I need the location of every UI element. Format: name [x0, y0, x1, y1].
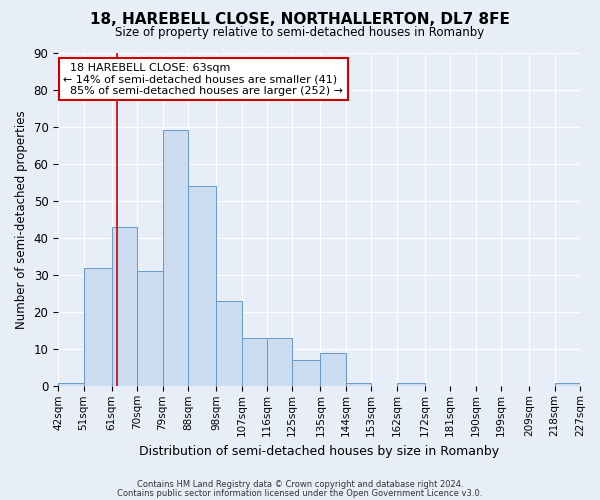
- Bar: [58, 382, 83, 386]
- Bar: [163, 130, 188, 386]
- Bar: [83, 268, 112, 386]
- Text: 18 HAREBELL CLOSE: 63sqm
← 14% of semi-detached houses are smaller (41)
  85% of: 18 HAREBELL CLOSE: 63sqm ← 14% of semi-d…: [64, 62, 343, 96]
- Bar: [397, 382, 425, 386]
- Bar: [112, 227, 137, 386]
- Bar: [242, 338, 267, 386]
- Y-axis label: Number of semi-detached properties: Number of semi-detached properties: [15, 110, 28, 329]
- Bar: [320, 353, 346, 386]
- Bar: [267, 338, 292, 386]
- Bar: [137, 272, 163, 386]
- Bar: [188, 186, 216, 386]
- Text: 18, HAREBELL CLOSE, NORTHALLERTON, DL7 8FE: 18, HAREBELL CLOSE, NORTHALLERTON, DL7 8…: [90, 12, 510, 28]
- Text: Size of property relative to semi-detached houses in Romanby: Size of property relative to semi-detach…: [115, 26, 485, 39]
- Bar: [554, 382, 580, 386]
- Bar: [292, 360, 320, 386]
- Text: Contains HM Land Registry data © Crown copyright and database right 2024.: Contains HM Land Registry data © Crown c…: [137, 480, 463, 489]
- X-axis label: Distribution of semi-detached houses by size in Romanby: Distribution of semi-detached houses by …: [139, 444, 499, 458]
- Bar: [216, 301, 242, 386]
- Bar: [346, 382, 371, 386]
- Text: Contains public sector information licensed under the Open Government Licence v3: Contains public sector information licen…: [118, 489, 482, 498]
